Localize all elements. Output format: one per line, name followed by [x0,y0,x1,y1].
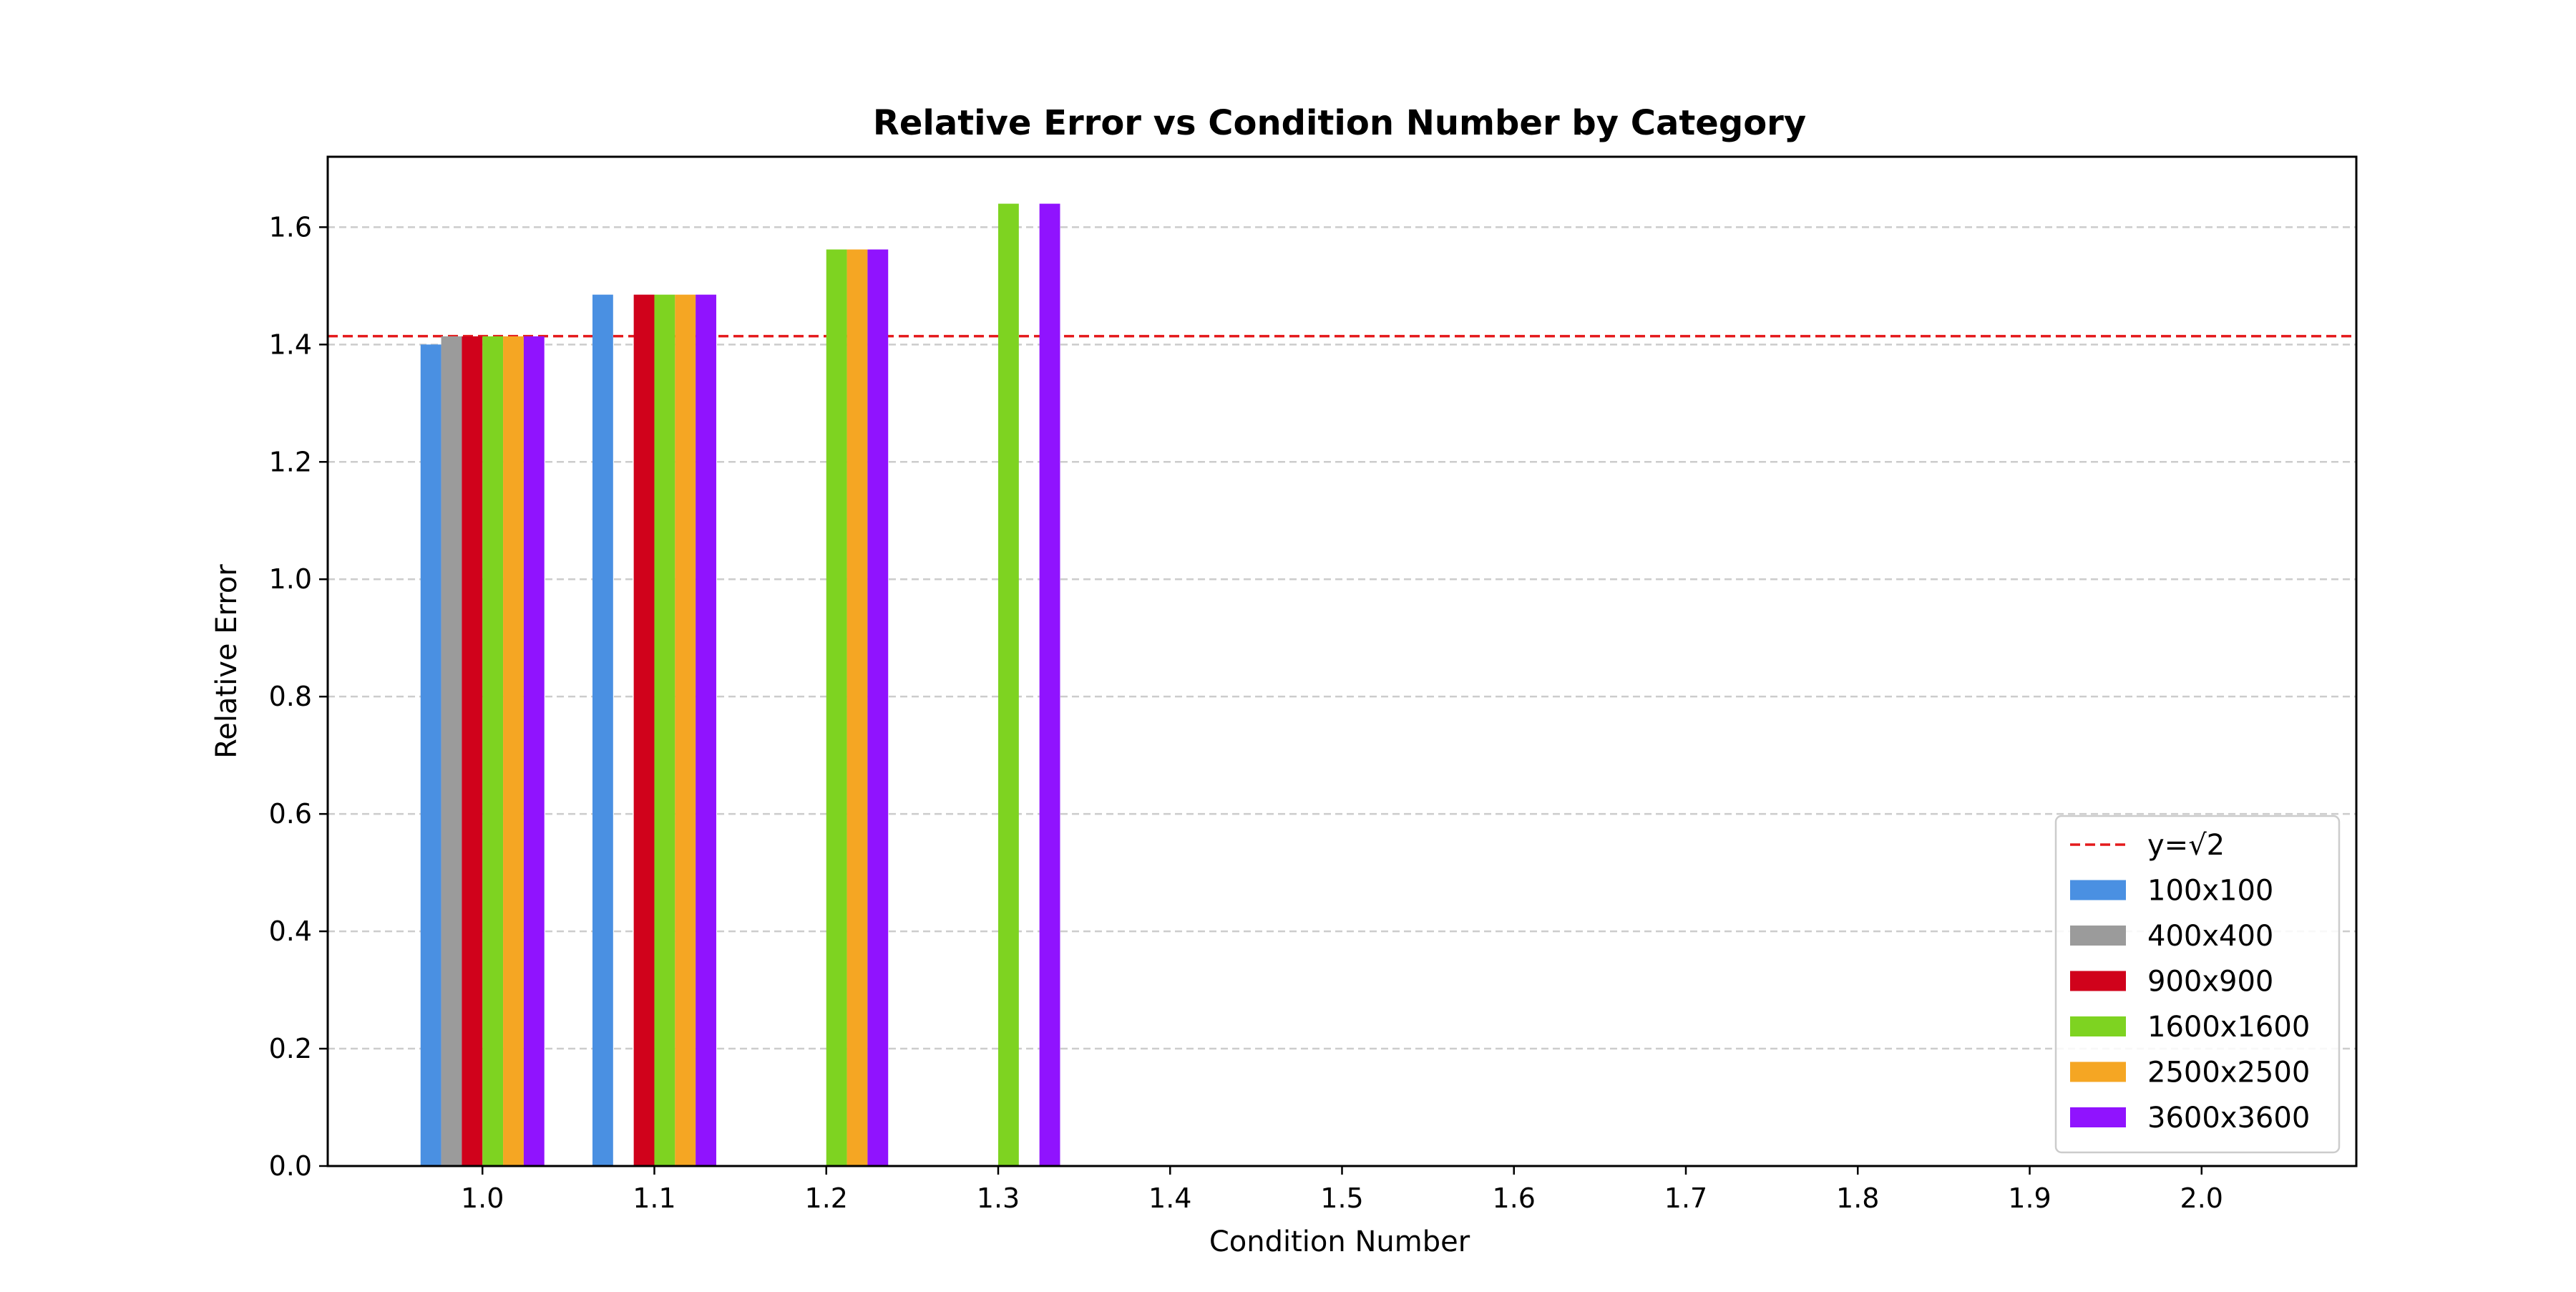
legend-swatch [2070,971,2126,991]
grid-lines [328,226,2356,1167]
bar [523,336,545,1166]
bar [997,203,1019,1166]
x-tick-label: 1.1 [633,1182,675,1214]
x-tick-label: 1.8 [1836,1182,1879,1214]
legend-swatch [2070,880,2126,900]
y-tick-label: 0.6 [269,798,312,830]
y-axis-ticks: 0.0 0.2 0.4 0.6 0.8 1.0 1.2 1.4 1.6 [269,211,328,1182]
legend-label: 1600x1600 [2147,1011,2310,1044]
bar [826,249,847,1167]
x-tick-label: 1.5 [1320,1182,1363,1214]
legend-swatch [2070,1016,2126,1036]
legend-label: 3600x3600 [2147,1102,2310,1135]
y-tick-label: 1.2 [269,446,312,477]
legend-swatch [2070,926,2126,946]
legend-label: 400x400 [2147,920,2273,953]
legend-swatch [2070,1062,2126,1082]
bar [696,294,716,1166]
bar [420,344,441,1167]
plot-area-frame [326,155,2358,1167]
bar [867,249,889,1167]
x-tick-label: 1.4 [1148,1182,1191,1214]
x-tick-label: 1.7 [1664,1182,1707,1214]
x-axis-ticks: 1.0 1.1 1.2 1.3 1.4 1.5 1.6 1.7 1.8 1.9 2.0 [461,1166,2223,1214]
legend: y=√2 100x100 400x400 900x900 1600x1600 2500x2… [2054,815,2341,1154]
legend-label: 2500x2500 [2147,1057,2310,1089]
y-tick-label: 1.6 [269,211,312,243]
bar [847,249,868,1167]
x-tick-label: 1.2 [805,1182,848,1214]
y-tick-label: 1.0 [269,563,312,595]
y-tick-label: 0.0 [269,1150,312,1182]
y-tick-label: 0.8 [269,681,312,712]
legend-label: 900x900 [2147,966,2273,999]
x-axis-label: Condition Number [1209,1225,1470,1258]
y-tick-label: 1.4 [269,329,312,360]
x-tick-label: 1.6 [1493,1182,1536,1214]
bar [654,294,675,1166]
bar [592,294,613,1166]
x-tick-label: 1.0 [461,1182,504,1214]
y-tick-label: 0.2 [269,1033,312,1064]
bar [675,294,696,1166]
bar [633,294,655,1166]
bars [420,203,1060,1167]
legend-label: y=√2 [2147,829,2225,862]
legend-label: 100x100 [2147,875,2273,908]
legend-box [2054,815,2341,1154]
y-axis-label: Relative Error [210,564,243,759]
y-tick-label: 0.4 [269,915,312,947]
bar [441,336,462,1166]
x-tick-label: 1.3 [977,1182,1020,1214]
x-tick-label: 1.9 [2008,1182,2051,1214]
bar [1039,203,1060,1166]
bar [482,336,504,1166]
bar [462,336,483,1166]
legend-swatch [2070,1107,2126,1127]
x-tick-label: 2.0 [2180,1182,2223,1214]
chart-title: Relative Error vs Condition Number by Ca… [873,103,1806,143]
bar [503,336,524,1166]
